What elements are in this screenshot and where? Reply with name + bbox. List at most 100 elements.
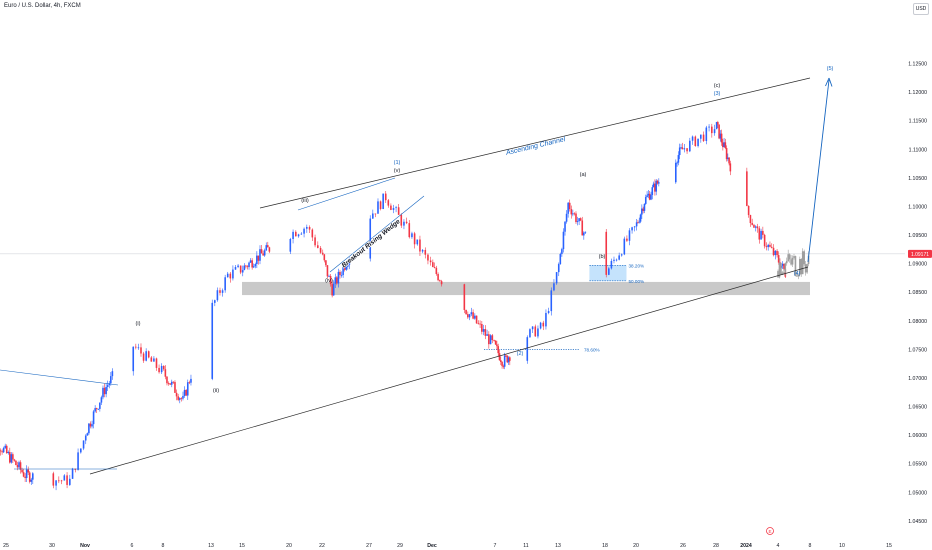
candle-body (28, 472, 31, 482)
price-tick-label: 1.11000 (909, 147, 927, 153)
candle-body (493, 340, 495, 341)
candle-body (262, 253, 264, 256)
candle-body (416, 239, 419, 245)
projection-candle-body (785, 261, 788, 264)
candle-body (639, 214, 642, 222)
candle-body (567, 202, 569, 214)
candle-body (484, 329, 487, 336)
candle-body (321, 252, 324, 255)
candle-body (106, 385, 109, 387)
candle-body (767, 244, 769, 248)
candle-body (676, 162, 678, 164)
time-tick-label: 25 (3, 543, 9, 549)
candle-body (539, 322, 542, 329)
price-tick-label: 1.11500 (909, 119, 927, 125)
candle-body (674, 162, 677, 183)
candle-body (100, 397, 103, 403)
candle-body (648, 193, 651, 200)
candle-body (711, 126, 713, 134)
projection-candle-body (788, 254, 791, 260)
support-zone (242, 281, 810, 296)
candle-body (259, 249, 261, 261)
candle-body (289, 239, 292, 252)
candle-body (345, 266, 348, 270)
candle-body (754, 226, 757, 228)
projection-candle-body (797, 274, 800, 277)
last-price-label: 1.09171 (911, 252, 929, 258)
candle-body (268, 247, 271, 252)
candle-body (565, 213, 568, 222)
candle-body (185, 389, 187, 396)
candle-body (88, 423, 90, 434)
last-price-badge (908, 249, 932, 258)
projection-candle-body (799, 258, 801, 275)
candle-body (499, 360, 502, 362)
candle-body (643, 203, 646, 211)
price-tick-label: 1.09500 (908, 233, 927, 239)
candle-body (691, 136, 694, 141)
candle-body (135, 346, 137, 348)
candle-body (613, 259, 615, 261)
candle-body (19, 462, 22, 470)
candle-body (419, 239, 421, 252)
candle-body (615, 259, 618, 261)
candle-body (226, 273, 229, 278)
candle-body (71, 468, 74, 479)
wedge-label: Breakout Rising Wedge (341, 218, 402, 270)
candle-body (145, 351, 147, 361)
projection-candle-body (781, 272, 784, 275)
candle-body (646, 195, 648, 198)
fib-level-label: 50.00% (629, 279, 645, 284)
candles-layer (0, 120, 810, 491)
candle-body (160, 365, 163, 373)
candle-body (186, 382, 189, 396)
price-tick-label: 1.04500 (908, 519, 927, 525)
event-marker[interactable]: E (766, 527, 774, 535)
wave-label: (2) (517, 351, 524, 357)
candle-body (89, 423, 92, 427)
candle-body (581, 220, 584, 236)
candle-body (749, 215, 752, 224)
time-tick-label: 30 (49, 543, 55, 549)
candle-body (170, 381, 173, 385)
candle-body (297, 234, 300, 237)
time-tick-label: 15 (886, 543, 892, 549)
candle-body (249, 260, 252, 263)
candle-body (652, 183, 655, 188)
candle-body (720, 133, 723, 143)
candle-body (433, 267, 436, 268)
candle-body (509, 357, 511, 361)
candle-body (758, 228, 761, 240)
candle-body (776, 250, 778, 256)
projection-arrow-head (825, 77, 833, 87)
candle-body (325, 260, 327, 266)
triangle-upper-line (0, 369, 119, 386)
price-tick-label: 1.09000 (908, 262, 927, 268)
candle-body (172, 381, 175, 383)
candle-body (477, 323, 480, 325)
candle-body (303, 228, 305, 234)
wave-label: (iii) (301, 198, 309, 204)
wave-label: (3) (714, 91, 721, 97)
price-tick-label: 1.05000 (908, 490, 927, 496)
candle-body (655, 180, 658, 192)
price-tick-label: 1.08000 (908, 319, 927, 325)
candle-body (479, 323, 481, 325)
candle-body (69, 478, 71, 485)
candle-body (221, 290, 224, 293)
candle-body (2, 447, 5, 453)
candle-body (537, 328, 539, 337)
candle-body (263, 250, 266, 256)
candle-body (252, 266, 255, 268)
currency-button[interactable]: USD (913, 3, 929, 15)
projection-candle-body (790, 259, 792, 265)
candle-body (63, 475, 66, 481)
candle-body (542, 322, 545, 327)
fib-zone (589, 265, 627, 281)
candle-body (374, 213, 377, 215)
candle-body (497, 346, 500, 354)
projection-candle-body (793, 256, 795, 258)
candle-body (411, 233, 413, 238)
candle-body (724, 142, 727, 149)
